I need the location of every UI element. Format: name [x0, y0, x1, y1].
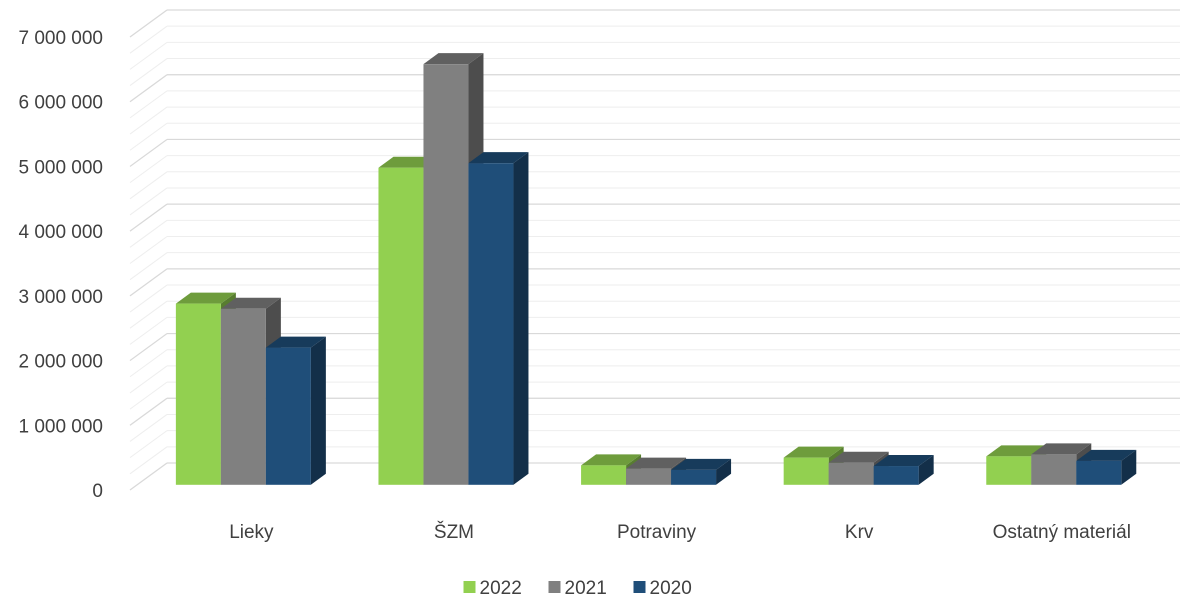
x-category-label: ŠZM — [434, 521, 474, 543]
y-tick-label: 3 000 000 — [18, 287, 103, 308]
y-tick-label: 1 000 000 — [18, 416, 103, 437]
gridline-diagonal — [129, 268, 168, 297]
x-category-label: Ostatný materiál — [993, 522, 1131, 543]
grid — [129, 9, 1180, 491]
y-tick-label: 0 — [92, 481, 103, 502]
legend-swatch — [548, 581, 561, 593]
legend-item-2020: 2020 — [633, 578, 692, 599]
y-tick-label: 4 000 000 — [18, 222, 103, 243]
bar-2020-1 — [265, 336, 326, 485]
x-category-label: Lieky — [229, 522, 274, 543]
gridline-diagonal — [129, 138, 168, 167]
bar-2020-2 — [468, 152, 529, 485]
y-tick-label: 6 000 000 — [18, 93, 103, 114]
y-tick-label: 7 000 000 — [18, 28, 103, 49]
gridline-diagonal — [129, 203, 168, 232]
legend-label: 2020 — [650, 578, 692, 599]
gridline-diagonal — [129, 462, 168, 491]
y-tick-label: 5 000 000 — [18, 157, 103, 178]
legend-label: 2021 — [565, 578, 607, 599]
gridline-diagonal — [129, 74, 168, 103]
bar-2020-3 — [671, 458, 732, 485]
bar-2020-4 — [873, 455, 934, 485]
legend: 2022 2021 2020 — [463, 578, 692, 599]
legend-swatch — [633, 581, 646, 593]
gridline-diagonal — [129, 9, 168, 38]
gridline-diagonal — [129, 397, 168, 426]
x-category-label: Potraviny — [617, 522, 697, 543]
y-axis-ticks: 0 1 000 000 2 000 000 3 000 000 4 000 000 5 0… — [18, 28, 103, 502]
bars — [175, 53, 1137, 485]
legend-item-2022: 2022 — [463, 578, 522, 599]
legend-item-2021: 2021 — [548, 578, 607, 599]
gridline-diagonal — [129, 333, 168, 362]
x-category-label: Krv — [845, 522, 874, 543]
y-tick-label: 2 000 000 — [18, 352, 103, 373]
legend-swatch — [463, 581, 476, 593]
x-axis-categories: Lieky ŠZM Potraviny Krv Ostatný materiál — [229, 521, 1131, 543]
legend-label: 2022 — [480, 578, 522, 599]
bar-2020-5 — [1076, 449, 1137, 485]
